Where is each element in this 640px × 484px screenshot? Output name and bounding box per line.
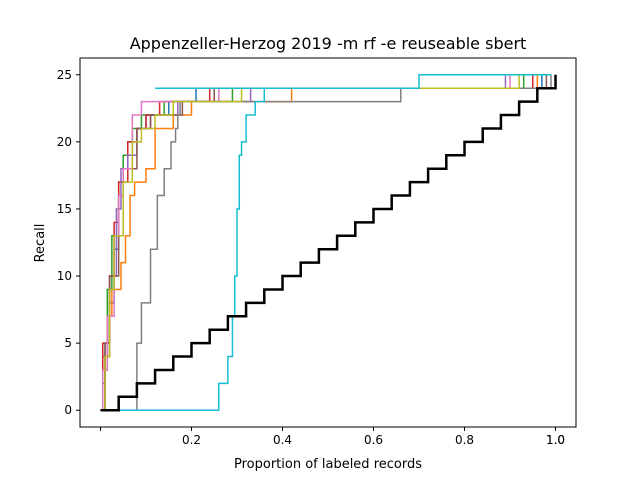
x-tick-label: 1.0 xyxy=(546,433,565,447)
plot-frame xyxy=(79,57,577,428)
x-tick-label: 0.8 xyxy=(455,433,474,447)
x-tick-label: 0.2 xyxy=(182,433,201,447)
series-layer xyxy=(100,74,557,412)
series-line-10 xyxy=(100,74,551,411)
x-tick-label: 1.0 xyxy=(546,433,565,447)
y-tick-label: 5 xyxy=(64,336,72,350)
chart-title: Appenzeller-Herzog 2019 -m rf -e reuseab… xyxy=(130,34,527,53)
series-line-9 xyxy=(100,74,551,411)
y-tick-label: 10 xyxy=(57,269,72,283)
y-tick-label: 20 xyxy=(57,135,72,149)
y-tick-label: 0 xyxy=(64,403,72,417)
y-tick-label: 15 xyxy=(57,202,72,216)
y-axis-label: Recall xyxy=(33,224,48,263)
x-tick-label: 0.6 xyxy=(364,433,383,447)
x-axis-label: Proportion of labeled records xyxy=(234,457,422,472)
series-line-11 xyxy=(100,74,557,412)
x-tick-label: 0.4 xyxy=(273,433,292,447)
y-tick-label: 25 xyxy=(57,68,72,82)
